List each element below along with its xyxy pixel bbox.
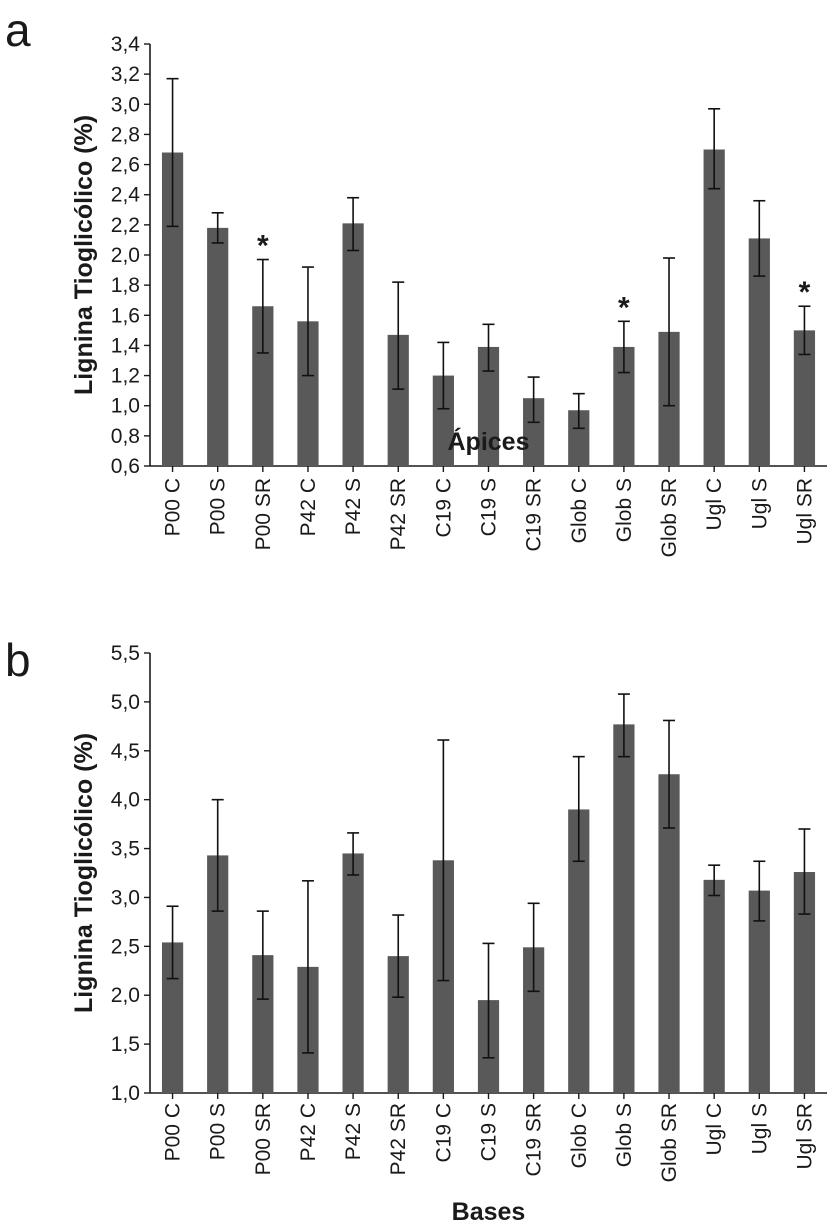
x-tick-label: P00 C — [162, 478, 185, 536]
x-axis-title: Bases — [452, 1198, 526, 1226]
bar — [703, 879, 725, 1093]
y-tick-label: 4,5 — [111, 740, 140, 763]
y-tick-label: 3,4 — [111, 33, 141, 56]
y-tick-label: 2,6 — [111, 154, 140, 177]
bar — [658, 774, 680, 1093]
y-tick-label: 0,6 — [111, 455, 140, 478]
y-tick-label: 2,8 — [111, 123, 140, 146]
bar — [342, 853, 364, 1093]
x-tick-label: Ugl C — [703, 1103, 726, 1156]
significance-marker: * — [257, 230, 269, 263]
x-tick-label: Ugl S — [748, 478, 771, 529]
y-axis-title: Lignina Tioglicólico (%) — [70, 115, 98, 395]
y-axis-title: Lignina Tioglicólico (%) — [70, 733, 98, 1013]
bar — [161, 942, 184, 1093]
x-tick-label: P00 SR — [252, 1103, 275, 1175]
bar — [748, 890, 770, 1093]
y-tick-label: 2,2 — [111, 214, 140, 237]
x-tick-label: C19 S — [478, 478, 501, 536]
x-tick-label: C19 C — [432, 1103, 455, 1163]
x-tick-label: Glob S — [613, 478, 636, 542]
x-tick-label: P42 SR — [387, 1103, 410, 1175]
bar — [568, 410, 590, 466]
chart-panel-b: b 1,0 1,5 2,0 2,5 3,0 3,5 4,0 4,5 5,0 5,5 P00 C P00 … — [5, 634, 827, 1226]
bar — [748, 238, 770, 466]
chart-panel-a: a 0,6 0,8 1,0 1,2 1,4 1,6 1,8 2,0 2,2 2,4 2,6 2,8 3,0… — [5, 4, 827, 557]
bar — [523, 398, 545, 466]
x-tick-label: P00 C — [162, 1103, 185, 1161]
y-tick-label: 3,5 — [111, 838, 140, 861]
x-tick-label: Glob S — [613, 1103, 636, 1167]
bar — [568, 809, 590, 1093]
bar — [252, 306, 274, 466]
y-tick-label: 5,5 — [111, 642, 140, 665]
bar — [387, 956, 409, 1093]
bar — [793, 872, 816, 1093]
bar — [387, 334, 409, 466]
x-tick-label: P00 SR — [252, 478, 275, 550]
bar — [161, 152, 184, 466]
x-tick-label: C19 C — [432, 478, 455, 538]
x-tick-label: P42 C — [297, 1103, 320, 1161]
x-tick-label: Ugl C — [703, 478, 726, 531]
x-tick-label: C19 SR — [523, 1103, 546, 1177]
y-tick-label: 3,0 — [111, 93, 140, 116]
y-tick-label: 4,0 — [111, 789, 140, 812]
x-tick-label: Glob SR — [658, 1103, 681, 1182]
bar — [432, 375, 454, 466]
x-tick-label: P42 S — [342, 478, 365, 535]
x-tick-label: P42 SR — [387, 478, 410, 550]
bar — [252, 955, 274, 1093]
y-tick-label: 2,0 — [111, 984, 140, 1007]
x-tick-label: Glob C — [568, 1103, 591, 1168]
y-tick-label: 1,5 — [111, 1033, 140, 1056]
x-tick-label: P00 S — [207, 478, 230, 535]
x-axis-title: Ápices — [448, 427, 530, 456]
y-tick-label: 2,5 — [111, 935, 140, 958]
x-tick-label: Glob SR — [658, 478, 681, 557]
x-tick-label: Ugl S — [748, 1103, 771, 1154]
bar — [207, 227, 229, 466]
y-tick-label: 3,0 — [111, 886, 140, 909]
bar — [477, 346, 500, 466]
y-tick-label: 3,2 — [111, 63, 140, 86]
y-tick-label: 1,8 — [111, 274, 140, 297]
y-tick-label: 1,2 — [111, 365, 140, 388]
y-tick-label: 5,0 — [111, 691, 140, 714]
y-tick-label: 2,0 — [111, 244, 140, 267]
x-tick-label: P42 C — [297, 478, 320, 536]
y-tick-label: 1,0 — [111, 1082, 140, 1105]
bar — [297, 321, 319, 466]
x-tick-label: Ugl SR — [793, 478, 816, 545]
bar — [613, 724, 635, 1093]
y-tick-label: 1,6 — [111, 304, 140, 327]
significance-marker: * — [618, 291, 630, 324]
y-tick-label: 0,8 — [111, 425, 140, 448]
y-tick-label: 1,0 — [111, 395, 140, 418]
x-tick-label: C19 SR — [523, 478, 546, 552]
panel-letter: a — [5, 4, 31, 56]
x-tick-label: P00 S — [207, 1103, 230, 1160]
x-tick-label: Ugl SR — [793, 1103, 816, 1170]
y-tick-label: 2,4 — [111, 184, 141, 207]
panel-letter: b — [5, 634, 31, 686]
bar — [342, 223, 364, 466]
y-tick-label: 1,4 — [111, 334, 141, 357]
bar — [613, 346, 635, 466]
x-tick-label: Glob C — [568, 478, 591, 543]
bar — [523, 947, 545, 1093]
x-tick-label: C19 S — [478, 1103, 501, 1161]
bar — [703, 149, 725, 466]
x-tick-label: P42 S — [342, 1103, 365, 1160]
significance-marker: * — [799, 276, 811, 309]
bar — [793, 330, 816, 466]
bar — [207, 855, 229, 1093]
